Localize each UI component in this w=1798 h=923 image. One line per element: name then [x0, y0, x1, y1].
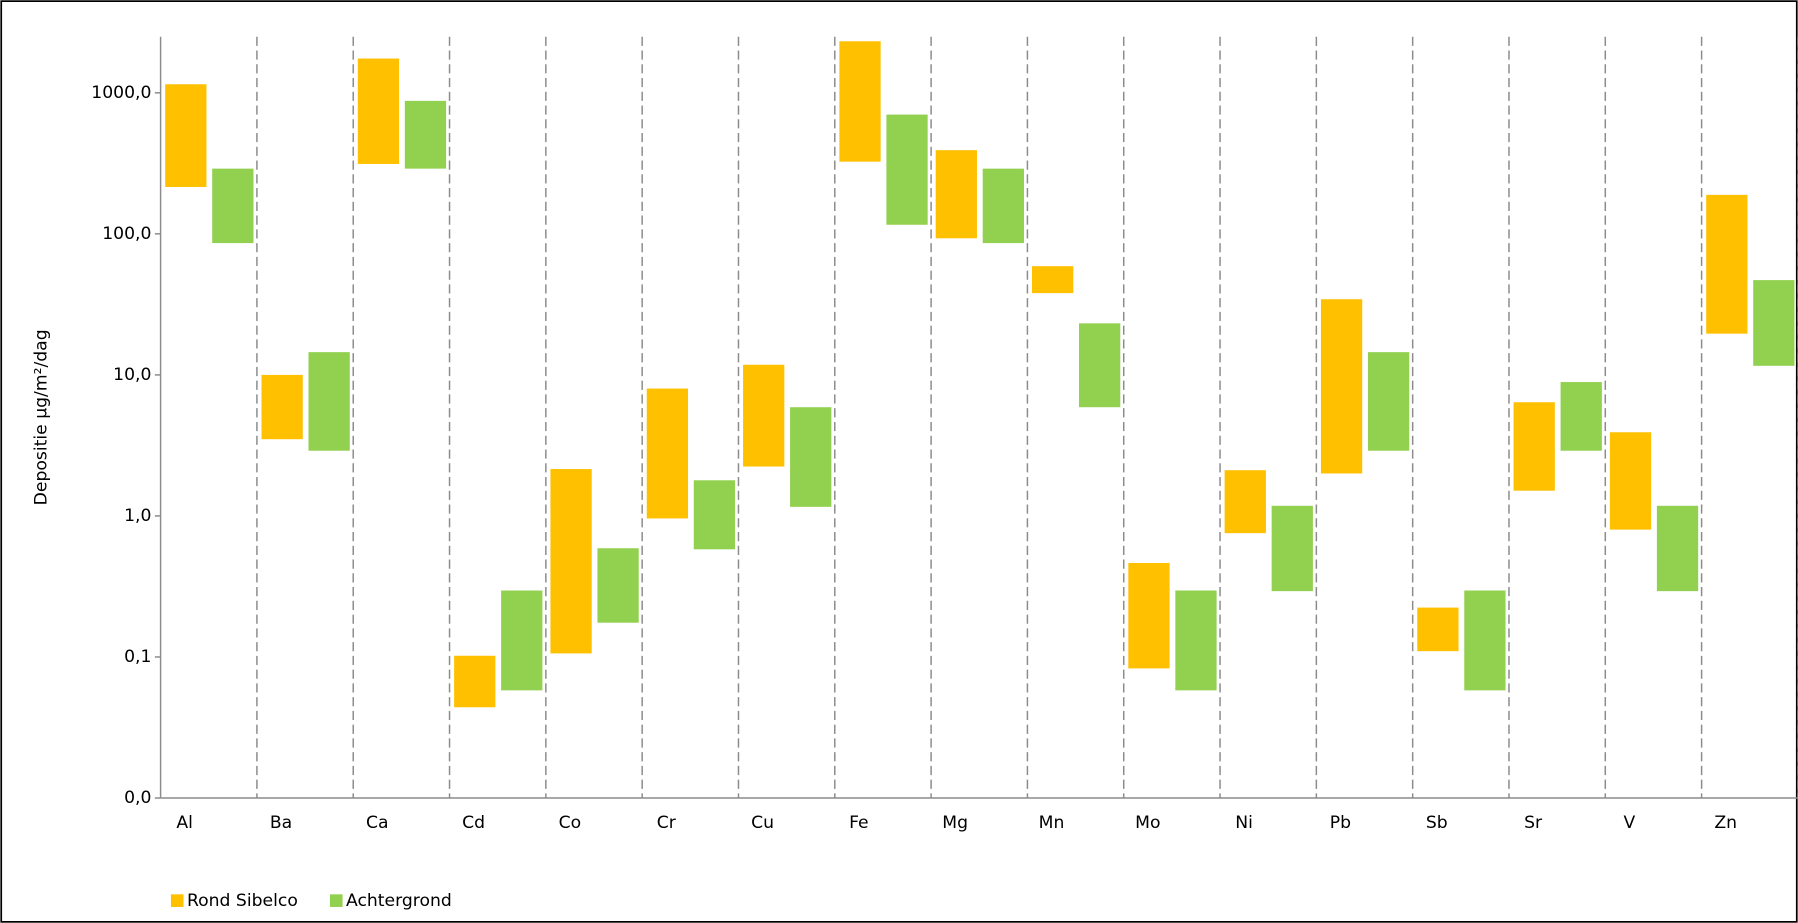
y-tick-label: 0,0: [124, 788, 151, 808]
legend-swatch: [329, 894, 343, 907]
x-tick-label: Mn: [1039, 813, 1065, 833]
bar: [550, 469, 592, 654]
x-tick-label: Sr: [1524, 813, 1543, 833]
bar: [1464, 590, 1506, 691]
x-tick-label: Cd: [462, 813, 485, 833]
y-tick-label: 1000,0: [91, 83, 151, 103]
x-tick-label: Ca: [366, 813, 389, 833]
x-tick-label: Mg: [942, 813, 968, 833]
bar: [982, 168, 1024, 244]
legend-label: Achtergrond: [346, 891, 452, 911]
x-tick-label: Cu: [751, 813, 774, 833]
bar: [597, 548, 639, 623]
bar: [1320, 299, 1363, 474]
bar: [261, 374, 303, 440]
y-tick-label: 10,0: [113, 365, 151, 385]
x-tick-label: Cr: [657, 813, 677, 833]
bar: [1128, 562, 1170, 669]
bar: [1032, 266, 1074, 294]
legend-swatch: [170, 894, 184, 907]
bar: [308, 352, 350, 451]
bar: [1609, 432, 1652, 530]
bar: [693, 480, 736, 550]
bar: [935, 150, 977, 239]
bar: [501, 590, 543, 691]
bar: [1656, 505, 1699, 592]
x-tick-label: Ni: [1235, 813, 1253, 833]
bar: [212, 168, 254, 244]
bar: [1706, 194, 1748, 334]
x-tick-label: V: [1623, 813, 1635, 833]
bar: [1753, 280, 1795, 366]
bar: [790, 407, 832, 507]
bar: [1271, 505, 1313, 592]
bar: [1079, 323, 1121, 408]
x-tick-label: Fe: [849, 813, 869, 833]
x-tick-label: Pb: [1330, 813, 1351, 833]
y-axis-label: Depositie µg/m²/dag: [31, 329, 51, 505]
legend-label: Rond Sibelco: [187, 891, 298, 911]
bar: [1175, 590, 1217, 691]
bar: [1367, 352, 1410, 451]
bar: [1417, 607, 1459, 652]
x-tick-label: Ba: [270, 813, 292, 833]
y-tick-label: 100,0: [102, 224, 151, 244]
y-tick-label: 1,0: [124, 506, 151, 526]
bar: [1513, 402, 1555, 491]
x-tick-label: Sb: [1426, 813, 1448, 833]
bar: [1224, 470, 1266, 534]
bar: [165, 84, 207, 187]
x-tick-label: Mo: [1135, 813, 1160, 833]
bar: [454, 655, 496, 708]
x-tick-label: Co: [559, 813, 582, 833]
bar: [357, 58, 400, 164]
bar: [1560, 382, 1602, 451]
x-tick-label: Zn: [1714, 813, 1737, 833]
bar: [743, 364, 785, 467]
bar: [646, 388, 689, 519]
bar: [886, 114, 928, 225]
bar: [404, 100, 447, 169]
x-tick-label: Al: [176, 813, 193, 833]
bar: [839, 41, 881, 162]
y-tick-label: 0,1: [124, 647, 151, 667]
